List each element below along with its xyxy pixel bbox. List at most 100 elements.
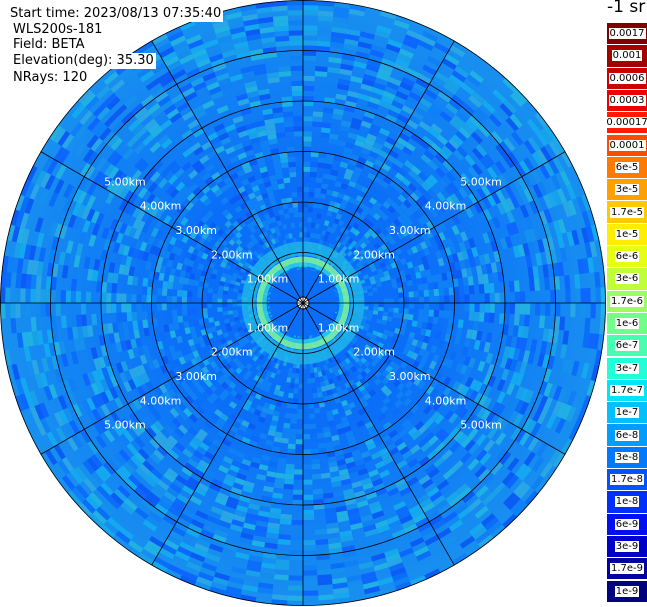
- radar-cell: [179, 270, 186, 278]
- radar-cell: [401, 177, 412, 187]
- radar-cell: [176, 493, 190, 505]
- radar-cell: [463, 424, 475, 437]
- radar-cell: [586, 380, 596, 397]
- radar-cell: [103, 71, 119, 86]
- radar-cell: [139, 241, 148, 252]
- radar-cell: [176, 392, 186, 402]
- radar-cell: [252, 201, 260, 209]
- radar-cell: [280, 91, 293, 98]
- radar-cell: [198, 428, 208, 438]
- radar-cell: [316, 366, 322, 373]
- radar-cell: [461, 249, 469, 260]
- radar-cell: [322, 395, 330, 402]
- radar-cell: [359, 221, 367, 229]
- radar-cell: [369, 353, 377, 361]
- radar-cell: [486, 194, 497, 207]
- radar-cell: [318, 594, 335, 601]
- radar-cell: [87, 151, 99, 166]
- radar-cell: [483, 209, 493, 221]
- ring-label: 5.00km: [460, 419, 502, 432]
- radar-cell: [389, 326, 396, 333]
- radar-cell: [359, 248, 366, 256]
- radar-cell: [363, 238, 371, 246]
- radar-cell: [244, 23, 260, 32]
- radar-cell: [214, 409, 223, 418]
- radar-cell: [132, 347, 140, 358]
- radar-cell: [353, 369, 361, 377]
- radar-cell: [51, 263, 59, 278]
- radar-cell: [235, 344, 242, 351]
- legend-entry: 1.7e-9: [607, 558, 647, 580]
- radar-cell: [234, 392, 243, 401]
- radar-cell: [109, 375, 119, 388]
- radar-cell: [291, 403, 298, 409]
- radar-cell: [348, 512, 361, 521]
- ring-label: 5.00km: [104, 419, 146, 432]
- radar-cell: [434, 371, 443, 382]
- radar-cell: [106, 96, 121, 111]
- radar-cell: [224, 590, 242, 600]
- radar-cell: [370, 266, 377, 273]
- radar-cell: [401, 419, 412, 429]
- radar-cell: [359, 267, 366, 274]
- radar-cell: [353, 350, 360, 357]
- radar-cell: [116, 293, 122, 303]
- radar-cell: [441, 58, 457, 71]
- radar-cell: [50, 276, 57, 290]
- radar-cell: [229, 172, 239, 181]
- radar-cell: [482, 397, 492, 409]
- radar-cell: [342, 404, 351, 412]
- radar-cell: [455, 110, 469, 123]
- radar-cell: [264, 358, 271, 365]
- radar-cell: [421, 478, 434, 490]
- radar-cell: [231, 459, 242, 468]
- radar-cell: [40, 289, 46, 303]
- radar-cell: [328, 56, 342, 64]
- radar-cell: [464, 294, 470, 303]
- radar-cell: [454, 503, 469, 516]
- radar-cell: [423, 309, 430, 317]
- radar-cell: [113, 488, 128, 502]
- radar-cell: [229, 279, 236, 285]
- radar-cell: [97, 419, 109, 433]
- radar-cell: [459, 535, 476, 549]
- radar-cell: [78, 231, 87, 245]
- radar-cell: [428, 160, 439, 171]
- radar-cell: [370, 146, 381, 155]
- radar-cell: [75, 291, 82, 303]
- radar-cell: [0, 287, 6, 303]
- radar-cell: [378, 150, 389, 159]
- radar-cell: [393, 218, 402, 227]
- radar-cell: [196, 446, 207, 456]
- legend-entry-label: 1.7e-6: [609, 295, 645, 307]
- radar-cell: [514, 399, 525, 413]
- radar-cell: [432, 316, 439, 325]
- radar-cell: [243, 166, 253, 174]
- radar-cell: [87, 410, 98, 425]
- radar-cell: [329, 470, 340, 478]
- radar-cell: [333, 592, 350, 600]
- radar-cell: [182, 290, 188, 297]
- radar-cell: [91, 223, 101, 236]
- radar-cell: [0, 303, 6, 319]
- radar-cell: [244, 80, 257, 89]
- radar-cell: [61, 353, 69, 367]
- radar-cell: [108, 333, 116, 344]
- radar-cell: [415, 517, 430, 528]
- radar-cell: [173, 275, 180, 284]
- radar-cell: [240, 3, 257, 12]
- radar-cell: [331, 26, 347, 34]
- radar-cell: [449, 426, 460, 439]
- radar-cell: [275, 559, 290, 566]
- radar-cell: [371, 478, 384, 487]
- radar-cell: [548, 140, 561, 157]
- radar-cell: [356, 463, 367, 472]
- radar-cell: [434, 331, 442, 340]
- radar-cell: [82, 219, 91, 233]
- radar-cell: [257, 88, 270, 96]
- radar-cell: [454, 190, 464, 202]
- radar-cell: [515, 206, 525, 220]
- radar-cell: [130, 338, 138, 349]
- radar-cell: [179, 411, 189, 421]
- ring-label: 4.00km: [425, 394, 467, 407]
